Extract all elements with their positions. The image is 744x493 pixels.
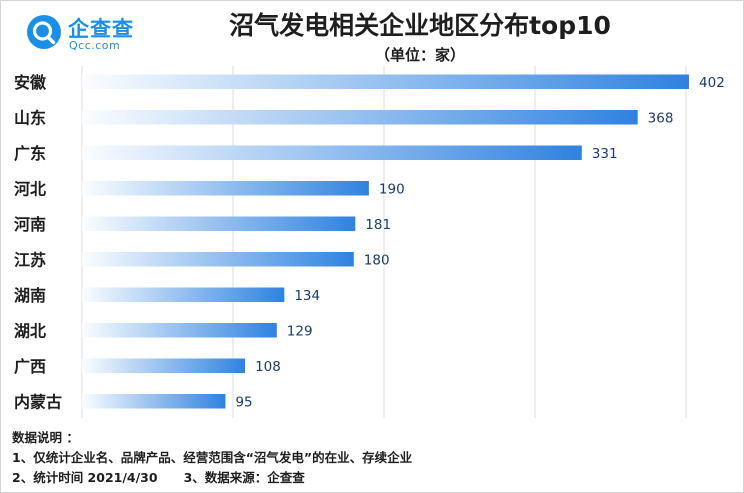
qcc-logo-icon — [27, 15, 61, 49]
category-label: 山东 — [14, 108, 46, 127]
category-label: 湖北 — [14, 321, 46, 340]
bar-河南 — [82, 216, 356, 231]
category-label: 江苏 — [14, 250, 46, 269]
value-label: 181 — [365, 217, 391, 233]
bar-湖南 — [82, 287, 285, 302]
bar-广西 — [82, 358, 246, 373]
chart-unit: （单位：家） — [374, 46, 465, 64]
bar-江苏 — [82, 252, 354, 267]
brand-name: 企查查 — [68, 17, 134, 41]
value-label: 331 — [592, 146, 618, 162]
brand-logo: 企查查 Qcc.com — [26, 12, 166, 52]
brand-domain: Qcc.com — [69, 39, 121, 52]
chart-title: 沼气发电相关企业地区分布top10 — [229, 11, 611, 40]
bar-湖北 — [82, 323, 277, 338]
notes-line-2-source: 3、数据来源：企查查 — [183, 470, 305, 485]
category-label: 湖南 — [14, 286, 46, 305]
value-label: 180 — [364, 252, 390, 268]
category-label: 河南 — [14, 215, 46, 234]
category-label: 河北 — [14, 179, 46, 198]
category-label: 广西 — [14, 357, 46, 376]
value-label: 108 — [255, 359, 281, 375]
bar-chart: 安徽 402 山东 368 广东 331 河北 190 河南 181 江苏 180 湖南 134 湖北 129… — [14, 66, 725, 418]
notes-line-2: 2、统计时间 2021/4/30 3、数据来源：企查查 — [12, 468, 412, 488]
bar-安徽 — [82, 74, 690, 89]
value-label: 190 — [379, 181, 405, 197]
bar-河北 — [82, 181, 369, 196]
category-label: 广东 — [14, 144, 46, 163]
bar-广东 — [82, 145, 582, 160]
value-label: 95 — [235, 394, 252, 410]
value-label: 402 — [699, 75, 725, 91]
data-notes: 数据说明 ： 1、仅统计企业名、品牌产品、经营范围含“沼气发电”的在业、存续企业… — [12, 428, 412, 488]
bar-山东 — [82, 110, 638, 125]
value-label: 134 — [294, 288, 320, 304]
value-label: 368 — [648, 110, 674, 126]
value-label: 129 — [287, 323, 313, 339]
notes-line-1: 1、仅统计企业名、品牌产品、经营范围含“沼气发电”的在业、存续企业 — [12, 450, 413, 465]
notes-line-2-time: 2、统计时间 2021/4/30 — [12, 470, 158, 485]
bar-内蒙古 — [82, 394, 226, 409]
category-label: 内蒙古 — [14, 392, 62, 411]
notes-heading: 数据说明 ： — [12, 430, 79, 445]
category-label: 安徽 — [14, 73, 47, 92]
